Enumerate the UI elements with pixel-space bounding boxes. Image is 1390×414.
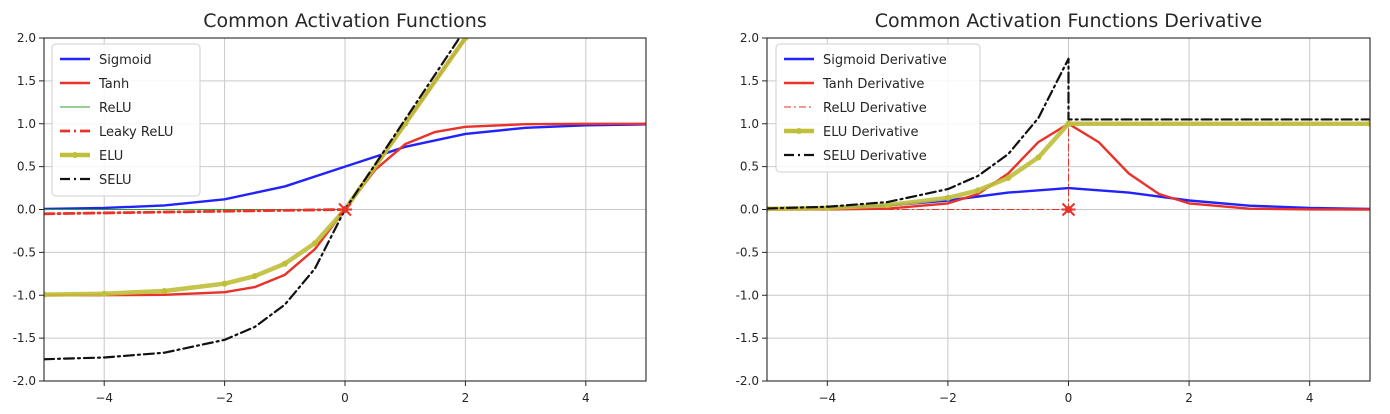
series-point-elu [462,38,469,41]
x-tick-label: 0 [341,391,349,405]
x-tick-label: −2 [216,391,234,405]
series-line-elu [44,38,468,297]
x-tick-label: −4 [95,391,113,405]
legend-label: Leaky ReLU [99,125,173,140]
x-tick-label: −2 [939,391,957,405]
legend-item: Leaky ReLU [60,125,173,140]
legend-label: Tanh Derivative [822,77,924,92]
chart-title: Common Activation Functions [203,10,487,32]
series-line-selu [44,38,461,361]
legend-item: ReLU Derivative [784,101,927,116]
series-point-elu-derivative [1035,154,1042,161]
series-point-elu [161,287,168,294]
x-tick-label: 4 [582,391,590,405]
legend-label: ELU [99,149,123,164]
y-tick-label: -2.0 [736,374,759,388]
series-point-elu-derivative [884,202,891,209]
chart-title: Common Activation Functions Derivative [875,10,1263,32]
legend-box [775,43,981,173]
legend: Sigmoid Tanh ReLU Leaky ReLU ELU SELU [51,43,201,197]
legend-item: Tanh [60,77,129,92]
y-tick-label: 0.5 [740,160,759,174]
series-point-elu-derivative [975,187,982,194]
series-group [767,57,1370,212]
y-tick-label: 2.0 [17,31,36,45]
y-tick-label: 1.0 [740,117,759,131]
series-point-elu [311,240,318,247]
chart-panel-2: Common Activation Functions Derivative −4… [736,10,1371,405]
series-line-selu-derivative [767,57,1370,210]
y-tick-label: -0.5 [736,245,759,259]
star-marker [1061,202,1076,217]
y-tick-label: 2.0 [740,31,759,45]
y-tick-label: 0.5 [17,160,36,174]
legend-label: Sigmoid [99,53,152,68]
series-point-elu [251,273,258,280]
series-line-relu-derivative [767,123,1370,210]
y-tick-label: 1.5 [740,74,759,88]
legend-item: Tanh Derivative [784,77,924,92]
legend: Sigmoid Derivative Tanh Derivative ReLU De… [775,43,981,173]
legend-label: ReLU Derivative [823,101,927,116]
y-tick-label: -1.5 [736,331,759,345]
x-tick-label: −4 [818,391,836,405]
series-point-elu [221,280,228,287]
legend-label: ReLU [99,101,132,116]
series-point-elu [44,291,47,298]
star-marker [338,202,352,217]
series-line-sigmoid [44,123,646,211]
legend-item: SELU Derivative [784,149,927,164]
series-point-elu [281,260,288,267]
series-point-elu [101,290,108,297]
y-tick-label: 1.5 [17,74,36,88]
y-tick-label: -1.0 [736,288,759,302]
x-tick-label: 0 [1065,391,1073,405]
chart-panel-1: Common Activation Functions −4 −2 0 2 4 2.0 1.5… [13,10,647,405]
y-tick-label: -2.0 [13,374,36,388]
y-tick-label: 0.0 [17,203,36,217]
x-tick-label: 2 [462,391,470,405]
y-tick-label: -0.5 [13,245,36,259]
y-tick-label: 0.0 [740,203,759,217]
y-tick-label: 1.0 [17,117,36,131]
series-point-elu-derivative [1065,120,1072,127]
legend-item: SELU [60,173,132,188]
x-tick-label: 4 [1306,391,1314,405]
legend-label: Tanh [98,77,129,92]
y-tick-label: -1.5 [13,331,36,345]
legend-item: Sigmoid [60,53,152,68]
series-point-elu-derivative [1367,120,1370,127]
legend-label: SELU [99,173,132,188]
series-point-elu-derivative [1005,174,1012,181]
y-tick-label: -1.0 [13,288,36,302]
legend-label: SELU Derivative [823,149,927,164]
series-point-elu-derivative [944,194,951,201]
legend-label: Sigmoid Derivative [823,53,947,68]
x-tick-label: 2 [1185,391,1193,405]
legend-item: Sigmoid Derivative [784,53,947,68]
legend-item: ELU [60,149,123,164]
legend-item: ELU Derivative [784,125,918,140]
legend-item: ReLU [60,101,132,116]
legend-label: ELU Derivative [823,125,918,140]
